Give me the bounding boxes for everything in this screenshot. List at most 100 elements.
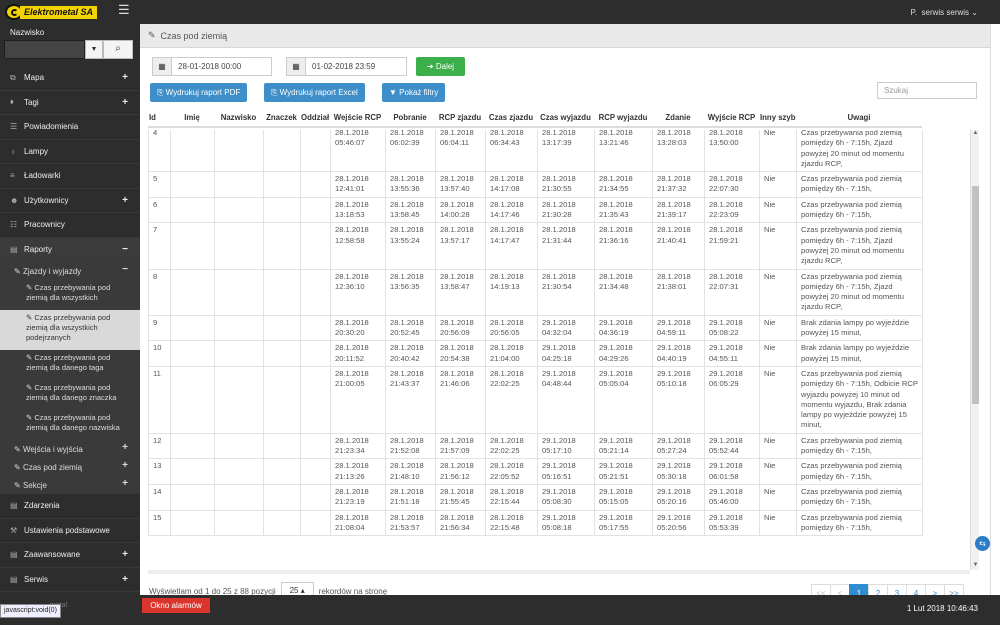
sync-icon[interactable]: ⇆ [975, 536, 990, 551]
datetime-display: 1 Lut 2018 10:46:43 [906, 604, 978, 613]
date-to-input[interactable]: 01-02-2018 23:59 [306, 57, 407, 76]
table-row[interactable]: 4 28.1.2018 05:46:07 28.1.2018 06:02:39 28.1.… [148, 130, 923, 173]
submenu-group[interactable]: ✎ Wejścia i wyjścia + [0, 440, 140, 458]
scroll-up-icon[interactable]: ▲ [972, 130, 979, 136]
time-part: 21:31:44 [542, 235, 572, 245]
time-part: 21:39:17 [657, 210, 687, 220]
next-button[interactable]: ➜ Dalej [416, 57, 465, 76]
column-header[interactable]: Uwagi [796, 108, 922, 128]
cell-datetime: 28.1.2018 22:02:25 [485, 432, 538, 460]
expand-icon[interactable]: + [122, 549, 128, 560]
column-header[interactable]: Imię [170, 108, 214, 128]
submenu-group[interactable]: ✎ Czas pod ziemią + [0, 458, 140, 476]
column-header[interactable]: Nazwisko [214, 108, 263, 128]
expand-icon[interactable]: + [122, 460, 128, 471]
horizontal-scrollbar[interactable] [148, 570, 970, 574]
print-excel-button[interactable]: ⎘ Wydrukuj raport Excel [264, 83, 365, 102]
expand-icon[interactable]: + [122, 442, 128, 453]
expand-icon[interactable]: + [122, 72, 128, 83]
sidebar-item[interactable]: ☰ Powiadomienia [0, 115, 140, 140]
table-row[interactable]: 12 28.1.2018 21:23:34 28.1.2018 21:52:08 28.1… [148, 432, 923, 460]
time-part: 21:43:37 [390, 379, 420, 389]
column-header[interactable]: Oddział [300, 108, 330, 128]
expand-icon[interactable]: + [122, 96, 128, 108]
cell-datetime: 29.1.2018 05:15:05 [594, 483, 653, 511]
column-header[interactable]: Zdanie [652, 108, 704, 128]
sidebar-item[interactable]: ▤ Serwis + [0, 568, 140, 592]
table-row[interactable]: 5 28.1.2018 12:41:01 28.1.2018 13:55:36 28.1.… [148, 171, 923, 198]
column-header[interactable]: RCP wyjazdu [594, 108, 652, 128]
sidebar-item[interactable]: ♁ Lampy [0, 140, 140, 164]
table-body-scroll[interactable]: 4 28.1.2018 05:46:07 28.1.2018 06:02:39 28.1.… [148, 130, 970, 570]
caret-down-icon[interactable]: ▼ [85, 40, 103, 59]
column-header[interactable]: Pobranie [385, 108, 435, 128]
cell-datetime: 28.1.2018 21:52:08 [385, 432, 436, 460]
submenu-group[interactable]: ✎ Sekcje + [0, 476, 140, 494]
column-header[interactable]: Czas wyjazdu [537, 108, 594, 128]
paperclip-icon: ⎘ [157, 88, 164, 97]
submenu-item-label: Czas przebywania pod ziemią dla wszystki… [26, 283, 111, 302]
sidebar-item[interactable]: ☻ Użytkownicy + [0, 189, 140, 213]
cell-datetime: 29.1.2018 05:08:30 [537, 483, 595, 511]
collapse-icon[interactable]: − [122, 264, 128, 275]
table-row[interactable]: 9 28.1.2018 20:30:20 28.1.2018 20:52:45 28.1.… [148, 314, 923, 342]
time-part: 22:07:31 [709, 281, 739, 291]
sidebar-item[interactable]: ≡ Ładowarki [0, 164, 140, 189]
surname-search-input[interactable] [4, 40, 85, 59]
column-header[interactable]: Wyjście RCP [704, 108, 759, 128]
expand-icon[interactable]: + [122, 573, 128, 585]
submenu-group[interactable]: ✎ Zjazdy i wyjazdy − [0, 262, 140, 280]
submenu-group-label: Zjazdy i wyjazdy [22, 266, 82, 276]
sidebar-item[interactable]: ▤ Zaawansowane + [0, 543, 140, 568]
edit-icon: ✎ [14, 462, 23, 472]
expand-icon[interactable]: + [122, 478, 128, 489]
table-row[interactable]: 10 28.1.2018 20:11:52 28.1.2018 20:40:42 28.1… [148, 340, 923, 367]
expand-icon[interactable]: + [122, 194, 128, 206]
column-header[interactable]: RCP zjazdu [435, 108, 485, 128]
table-row[interactable]: 15 28.1.2018 21:08:04 28.1.2018 21:53:57 28.1… [148, 509, 923, 537]
user-menu[interactable]: P. serwis serwis ⌄ [911, 8, 978, 17]
date-part: 28.1.2018 [440, 368, 474, 378]
sidebar-item[interactable]: ⬧ Tagi + [0, 91, 140, 115]
submenu-item[interactable]: ✎ Czas przebywania pod ziemią dla wszyst… [0, 310, 140, 350]
date-from-input[interactable]: 28-01-2018 00:00 [172, 57, 272, 76]
table-row[interactable]: 6 28.1.2018 13:18:53 28.1.2018 13:58:45 28.1.… [148, 196, 923, 224]
show-filters-button[interactable]: ▼ Pokaż filtry [382, 83, 446, 102]
submenu-group-label: Wejścia i wyjścia [22, 444, 83, 454]
sidebar-item[interactable]: ⧉ Mapa + [0, 66, 140, 91]
calendar-icon[interactable]: ▦ [286, 57, 306, 76]
submenu-item[interactable]: ✎ Czas przebywania pod ziemią dla danego… [0, 410, 140, 440]
table-row[interactable]: 7 28.1.2018 12:58:58 28.1.2018 13:55:24 28.1.… [148, 222, 923, 270]
submenu-item[interactable]: ✎ Czas przebywania pod ziemią dla danego… [0, 380, 140, 410]
search-input[interactable]: Szukaj [877, 82, 977, 99]
users-icon: ☰ [10, 122, 18, 132]
submenu-item[interactable]: ✎ Czas przebywania pod ziemią dla danego… [0, 350, 140, 380]
calendar-icon[interactable]: ▦ [152, 57, 172, 76]
table-row[interactable]: 11 28.1.2018 21:00:05 28.1.2018 21:43:37 28.1… [148, 365, 923, 434]
submenu-item[interactable]: ✎ Czas przebywania pod ziemią dla wszyst… [0, 280, 140, 310]
date-part: 28.1.2018 [542, 271, 576, 281]
sidebar-item[interactable]: ☷ Pracownicy [0, 213, 140, 238]
column-header[interactable]: Czas zjazdu [485, 108, 537, 128]
column-header[interactable]: Inny szyb [759, 108, 796, 128]
scrollbar-thumb[interactable] [972, 186, 979, 404]
sidebar-item[interactable]: ▤ Zdarzenia [0, 494, 140, 519]
sidebar-item[interactable]: ▤ Raporty − [0, 237, 140, 262]
scroll-down-icon[interactable]: ▼ [972, 562, 979, 568]
print-pdf-button[interactable]: ⎘ Wydrukuj raport PDF [150, 83, 248, 102]
expand-icon[interactable]: − [122, 243, 128, 255]
column-header[interactable]: Id [148, 108, 170, 128]
hamburger-menu-icon[interactable]: ☰ [118, 2, 130, 17]
table-row[interactable]: 8 28.1.2018 12:36:10 28.1.2018 13:56:35 28.1.… [148, 268, 923, 316]
brand-logo[interactable]: Elektrometal SA [5, 4, 98, 20]
time-part: 22:02:25 [490, 379, 520, 389]
table-row[interactable]: 14 28.1.2018 21:23:19 28.1.2018 21:51:18 28.1… [148, 483, 923, 511]
search-icon[interactable]: ⌕ [103, 40, 133, 59]
alarm-window-button[interactable]: Okno alarmów [142, 598, 210, 613]
column-header[interactable]: Wejście RCP [330, 108, 385, 128]
vertical-scrollbar[interactable]: ▲ ▼ [970, 130, 979, 570]
column-header[interactable]: Znaczek [263, 108, 300, 128]
sidebar-item[interactable]: ⚒ Ustawienia podstawowe [0, 519, 140, 543]
cell-datetime: 28.1.2018 21:36:16 [594, 222, 653, 270]
table-row[interactable]: 13 28.1.2018 21:13:26 28.1.2018 21:48:10 28.1… [148, 458, 923, 485]
